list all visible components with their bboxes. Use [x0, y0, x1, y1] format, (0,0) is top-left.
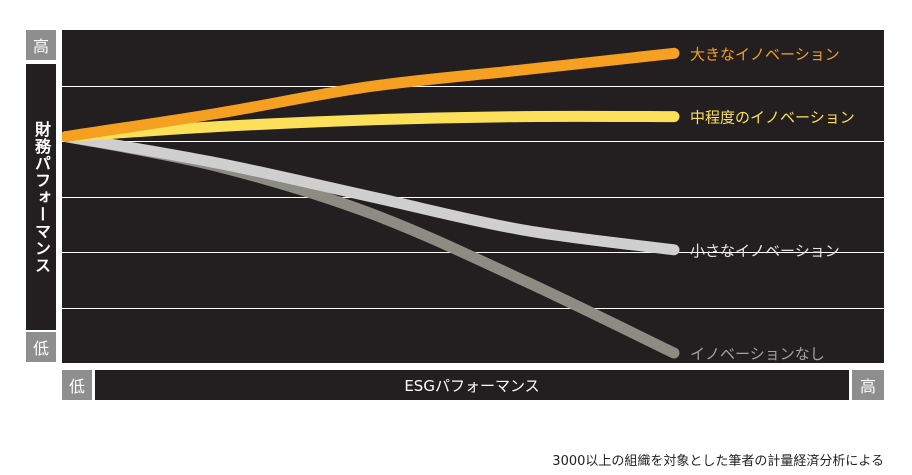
series-line [62, 131, 680, 256]
y-axis-low-label: 低 [26, 332, 56, 362]
series-label: イノベーションなし [690, 345, 825, 363]
series-label: 大きなイノベーション [690, 45, 840, 63]
series-label: 小さなイノベーション [690, 242, 840, 260]
x-axis-title: ESGパフォーマンス [95, 370, 849, 400]
x-axis-low-label: 低 [62, 370, 92, 400]
series-line [62, 47, 680, 143]
source-note: 3000以上の組織を対象とした筆者の計量経済分析による [552, 454, 884, 469]
plot-background [62, 30, 884, 363]
series-line [62, 110, 680, 143]
y-axis-title: 財務パフォーマンス [26, 64, 56, 330]
x-axis-high-label: 高 [852, 370, 884, 400]
y-axis-high-label: 高 [26, 30, 56, 60]
series-label: 中程度のイノベーション [690, 109, 855, 127]
